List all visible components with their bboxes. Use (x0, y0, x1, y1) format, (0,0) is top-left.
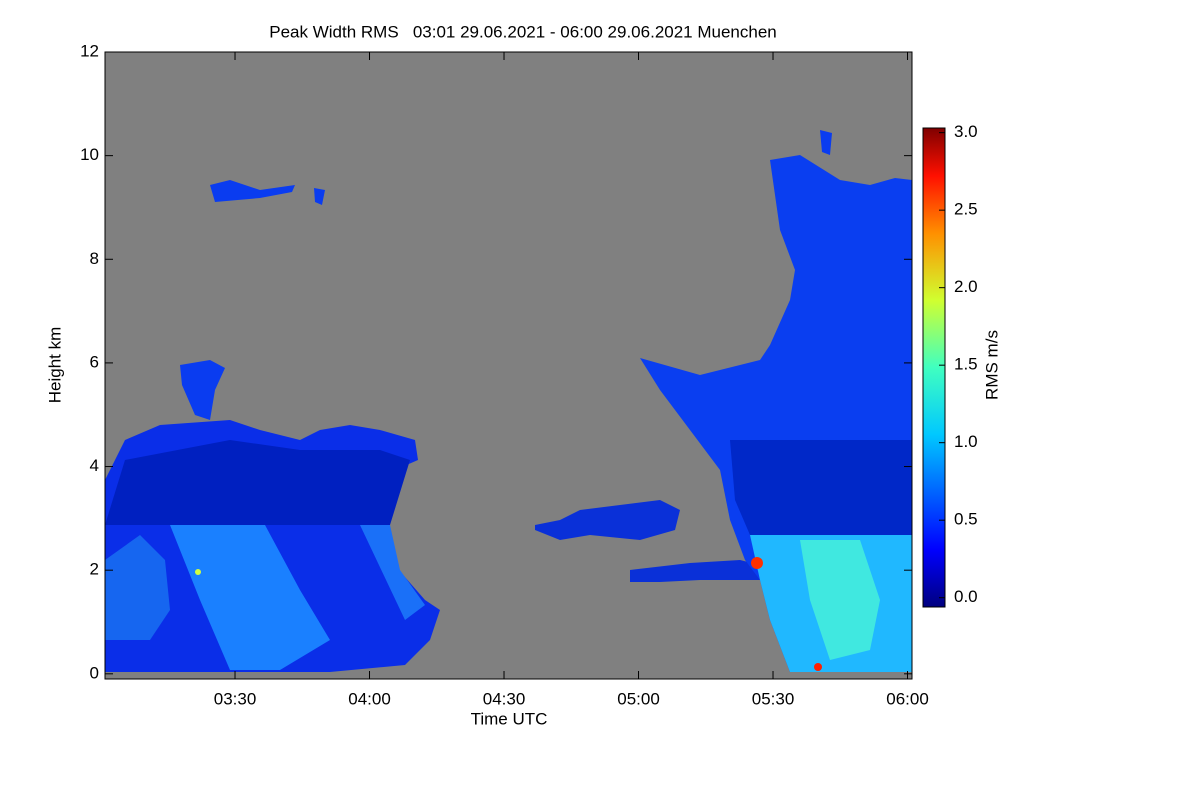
colorbar-tick-label: 2.5 (954, 200, 978, 219)
x-tick-label: 05:30 (752, 689, 795, 708)
y-tick-label: 4 (90, 456, 99, 475)
echo-region (535, 500, 680, 540)
y-tick-label: 0 (90, 663, 99, 682)
y-tick-label: 2 (90, 560, 99, 579)
echo-region (800, 540, 880, 660)
echo-hotspot (814, 663, 822, 671)
y-tick-label: 8 (90, 249, 99, 268)
colorbar-tick-label: 2.0 (954, 277, 978, 296)
chart-title: Peak Width RMS 03:01 29.06.2021 - 06:00 … (269, 22, 777, 41)
echo-region (314, 188, 325, 205)
colorbar-tick-label: 1.5 (954, 355, 978, 374)
x-tick-label: 05:00 (617, 689, 660, 708)
echo-region (730, 440, 912, 535)
echo-region (105, 440, 410, 525)
echo-hotspot (751, 557, 763, 569)
colorbar (922, 127, 946, 608)
colorbar-tick-label: 0.5 (954, 510, 978, 529)
x-tick-label: 03:30 (214, 689, 257, 708)
colorbar-tick-label: 3.0 (954, 122, 978, 141)
x-tick-label: 04:30 (483, 689, 526, 708)
colorbar-tick-label: 1.0 (954, 432, 978, 451)
y-axis-label: Height km (45, 327, 64, 404)
echo-region (820, 130, 832, 155)
x-tick-label: 06:00 (886, 689, 929, 708)
echo-region (180, 360, 225, 420)
echo-region (170, 525, 330, 670)
echo-field (105, 130, 912, 672)
y-tick-label: 6 (90, 352, 99, 371)
echo-region (210, 180, 295, 202)
y-tick-label: 12 (80, 41, 99, 60)
echo-region (360, 525, 425, 620)
echo-region (630, 560, 760, 582)
echo-hotspot (195, 569, 201, 575)
y-tick-label: 10 (80, 145, 99, 164)
x-axis-label: Time UTC (471, 709, 548, 728)
x-tick-label: 04:00 (348, 689, 391, 708)
colorbar-tick-label: 0.0 (954, 587, 978, 606)
colorbar-label: RMS m/s (982, 330, 1001, 400)
plot-frame (104, 51, 913, 680)
echo-region (105, 535, 170, 640)
